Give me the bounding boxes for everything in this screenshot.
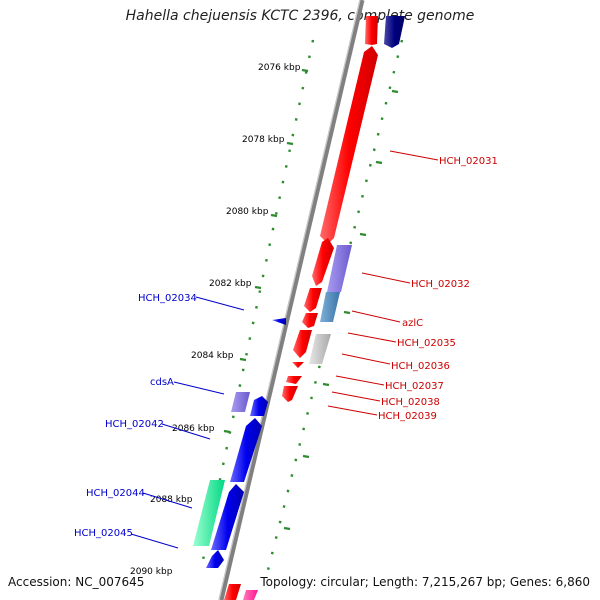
tick-label: 2090 kbp	[130, 567, 173, 577]
gene-arrow-cdsa	[250, 396, 268, 416]
topology-label: Topology: circular; Length: 7,215,267 bp…	[260, 575, 590, 589]
gene-label-hch-02032: HCH_02032	[411, 279, 470, 290]
tick-label: 2076 kbp	[258, 63, 301, 73]
tick-label: 2086 kbp	[172, 424, 215, 434]
gene-arrow-green	[193, 480, 225, 546]
gene-arrow-navy	[384, 16, 405, 48]
gene-label-azlc: azlC	[402, 318, 423, 329]
gene-arrow-hch-02038	[286, 376, 302, 384]
gene-arrow-steelblue	[320, 292, 340, 322]
gene-arrow-azlc	[304, 288, 322, 312]
gene-arrow-hch-02032	[312, 238, 334, 286]
tick-label: 2084 kbp	[191, 351, 234, 361]
gene-arrow-bottom-pink	[243, 590, 258, 600]
gene-label-hch-02037: HCH_02037	[385, 381, 444, 392]
gene-arrow-hch-02039	[282, 386, 298, 402]
gene-arrow-hch-02031	[320, 46, 378, 244]
gene-arrow-hch-02042	[230, 418, 262, 482]
gene-arrow-hch-02036	[293, 330, 312, 358]
tick-label: 2088 kbp	[150, 495, 193, 505]
tick-label: 2080 kbp	[226, 207, 269, 217]
gene-label-hch-02031: HCH_02031	[439, 156, 498, 167]
genome-backbone	[218, 0, 365, 600]
gene-arrow-hch-02044	[211, 484, 244, 550]
gene-label-hch-02039: HCH_02039	[378, 411, 437, 422]
gene-arrow-bottom	[224, 584, 241, 600]
gene-label-hch-02036: HCH_02036	[391, 361, 450, 372]
gene-label-hch-02042: HCH_02042	[105, 419, 164, 430]
gene-label-hch-02045: HCH_02045	[74, 528, 133, 539]
tick-labels: 2076 kbp 2078 kbp 2080 kbp 2082 kbp 2084…	[130, 63, 301, 577]
gene-label-hch-02034: HCH_02034	[138, 293, 197, 304]
major-tick-marks	[208, 68, 399, 531]
forward-strand-features	[224, 16, 405, 600]
gene-arrow-purple-left	[231, 392, 250, 412]
gene-arrow-hch-02037	[292, 362, 304, 368]
tick-label: 2078 kbp	[242, 135, 285, 145]
gene-label-hch-02035: HCH_02035	[397, 338, 456, 349]
forward-gene-labels: HCH_02031 HCH_02032 azlC HCH_02035 HCH_0…	[327, 150, 498, 422]
reverse-strand-features	[193, 318, 286, 568]
tick-label: 2082 kbp	[209, 279, 252, 289]
gene-label-cdsa: cdsA	[150, 377, 174, 388]
gene-arrow-hch-02045	[206, 550, 224, 568]
gene-arrow-gray	[309, 334, 331, 364]
gene-arrow-hch-02031	[365, 16, 378, 45]
gene-label-hch-02038: HCH_02038	[381, 397, 440, 408]
reverse-gene-labels: HCH_02034 cdsA HCH_02042 HCH_02044 HCH_0…	[74, 293, 245, 549]
gene-arrow-hch-02034	[272, 318, 286, 325]
gene-arrow-hch-02035	[302, 313, 318, 328]
gene-arrow-purple	[327, 245, 352, 292]
accession-label: Accession: NC_007645	[8, 575, 145, 589]
gene-label-hch-02044: HCH_02044	[86, 488, 145, 499]
